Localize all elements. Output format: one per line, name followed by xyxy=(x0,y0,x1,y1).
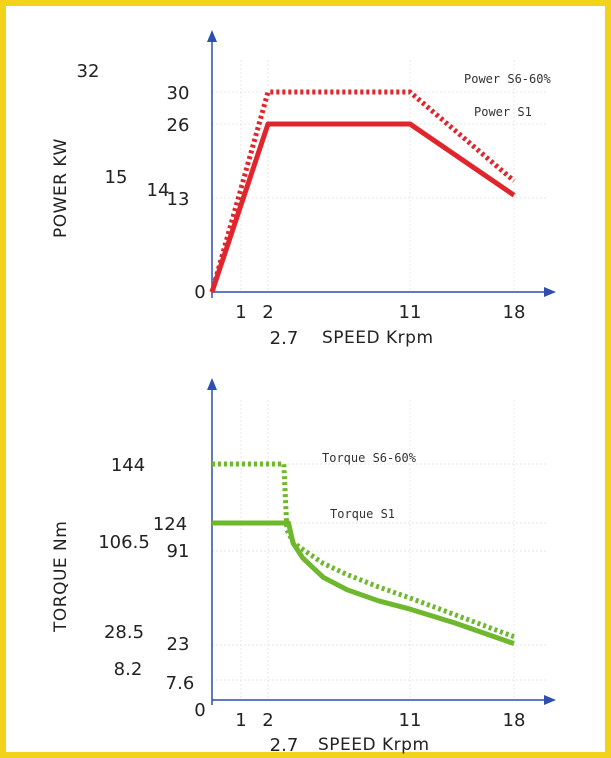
power-y-tick-15: 15 xyxy=(105,167,128,188)
torque-y-axis-arrow xyxy=(207,378,217,390)
torque-y-tick-91: 91 xyxy=(167,541,190,562)
power-y-axis-title: POWER KW xyxy=(51,138,71,238)
power-legend-s6: Power S6-60% xyxy=(464,72,551,86)
power-y-tick-13: 13 xyxy=(167,189,190,210)
torque-x-axis-arrow xyxy=(544,695,556,705)
torque-x-tick-11: 11 xyxy=(399,710,422,731)
torque-y-axis-title: TORQUE Nm xyxy=(51,521,71,633)
power-y-tick-30: 30 xyxy=(167,83,190,104)
torque-y-tick-0: 0 xyxy=(194,700,205,721)
torque-series-0 xyxy=(212,461,515,640)
torque-x-tick-2: 2 xyxy=(262,710,273,731)
torque-series xyxy=(212,461,515,646)
torque-y-tick-124: 124 xyxy=(153,514,187,535)
torque-legend-s1: Torque S1 xyxy=(330,507,395,521)
power-chart: POWER KW 30 26 13 0 32 15 14 1 2 11 18 2… xyxy=(51,30,556,349)
torque-y-tick-23: 23 xyxy=(167,634,190,655)
torque-x-axis-title: SPEED Krpm xyxy=(318,735,430,755)
power-x-tick-1: 1 xyxy=(235,302,246,323)
power-y-tick-14: 14 xyxy=(147,180,170,201)
torque-x-tick-1: 1 xyxy=(235,710,246,731)
torque-series-1 xyxy=(212,520,515,646)
power-y-tick-0: 0 xyxy=(194,282,205,303)
power-series-1 xyxy=(209,121,516,293)
power-y-tick-32: 32 xyxy=(77,61,100,82)
power-series-0 xyxy=(209,89,516,293)
power-x-tick-11: 11 xyxy=(399,302,422,323)
torque-y-tick-144: 144 xyxy=(111,455,145,476)
torque-grid xyxy=(212,400,548,700)
torque-y-tick-8-2: 8.2 xyxy=(114,659,143,680)
power-x-axis-title: SPEED Krpm xyxy=(322,328,434,348)
power-x-tick-2: 2 xyxy=(262,302,273,323)
power-y-axis-arrow xyxy=(207,30,217,42)
torque-y-tick-28-5: 28.5 xyxy=(104,622,144,643)
torque-y-tick-7-6: 7.6 xyxy=(166,673,195,694)
torque-legend-s6: Torque S6-60% xyxy=(322,451,417,465)
torque-x-extra-label: 2.7 xyxy=(270,735,299,756)
power-x-tick-18: 18 xyxy=(503,302,526,323)
power-x-axis-arrow xyxy=(544,287,556,297)
torque-x-tick-18: 18 xyxy=(503,710,526,731)
power-grid xyxy=(212,60,548,292)
torque-y-tick-106-5: 106.5 xyxy=(98,532,150,553)
power-series xyxy=(209,89,516,293)
torque-chart: TORQUE Nm 124 91 23 7.6 144 106.5 28.5 8… xyxy=(51,378,556,756)
power-x-extra-label: 2.7 xyxy=(270,328,299,349)
power-y-tick-26: 26 xyxy=(167,115,190,136)
power-legend-s1: Power S1 xyxy=(474,105,532,119)
